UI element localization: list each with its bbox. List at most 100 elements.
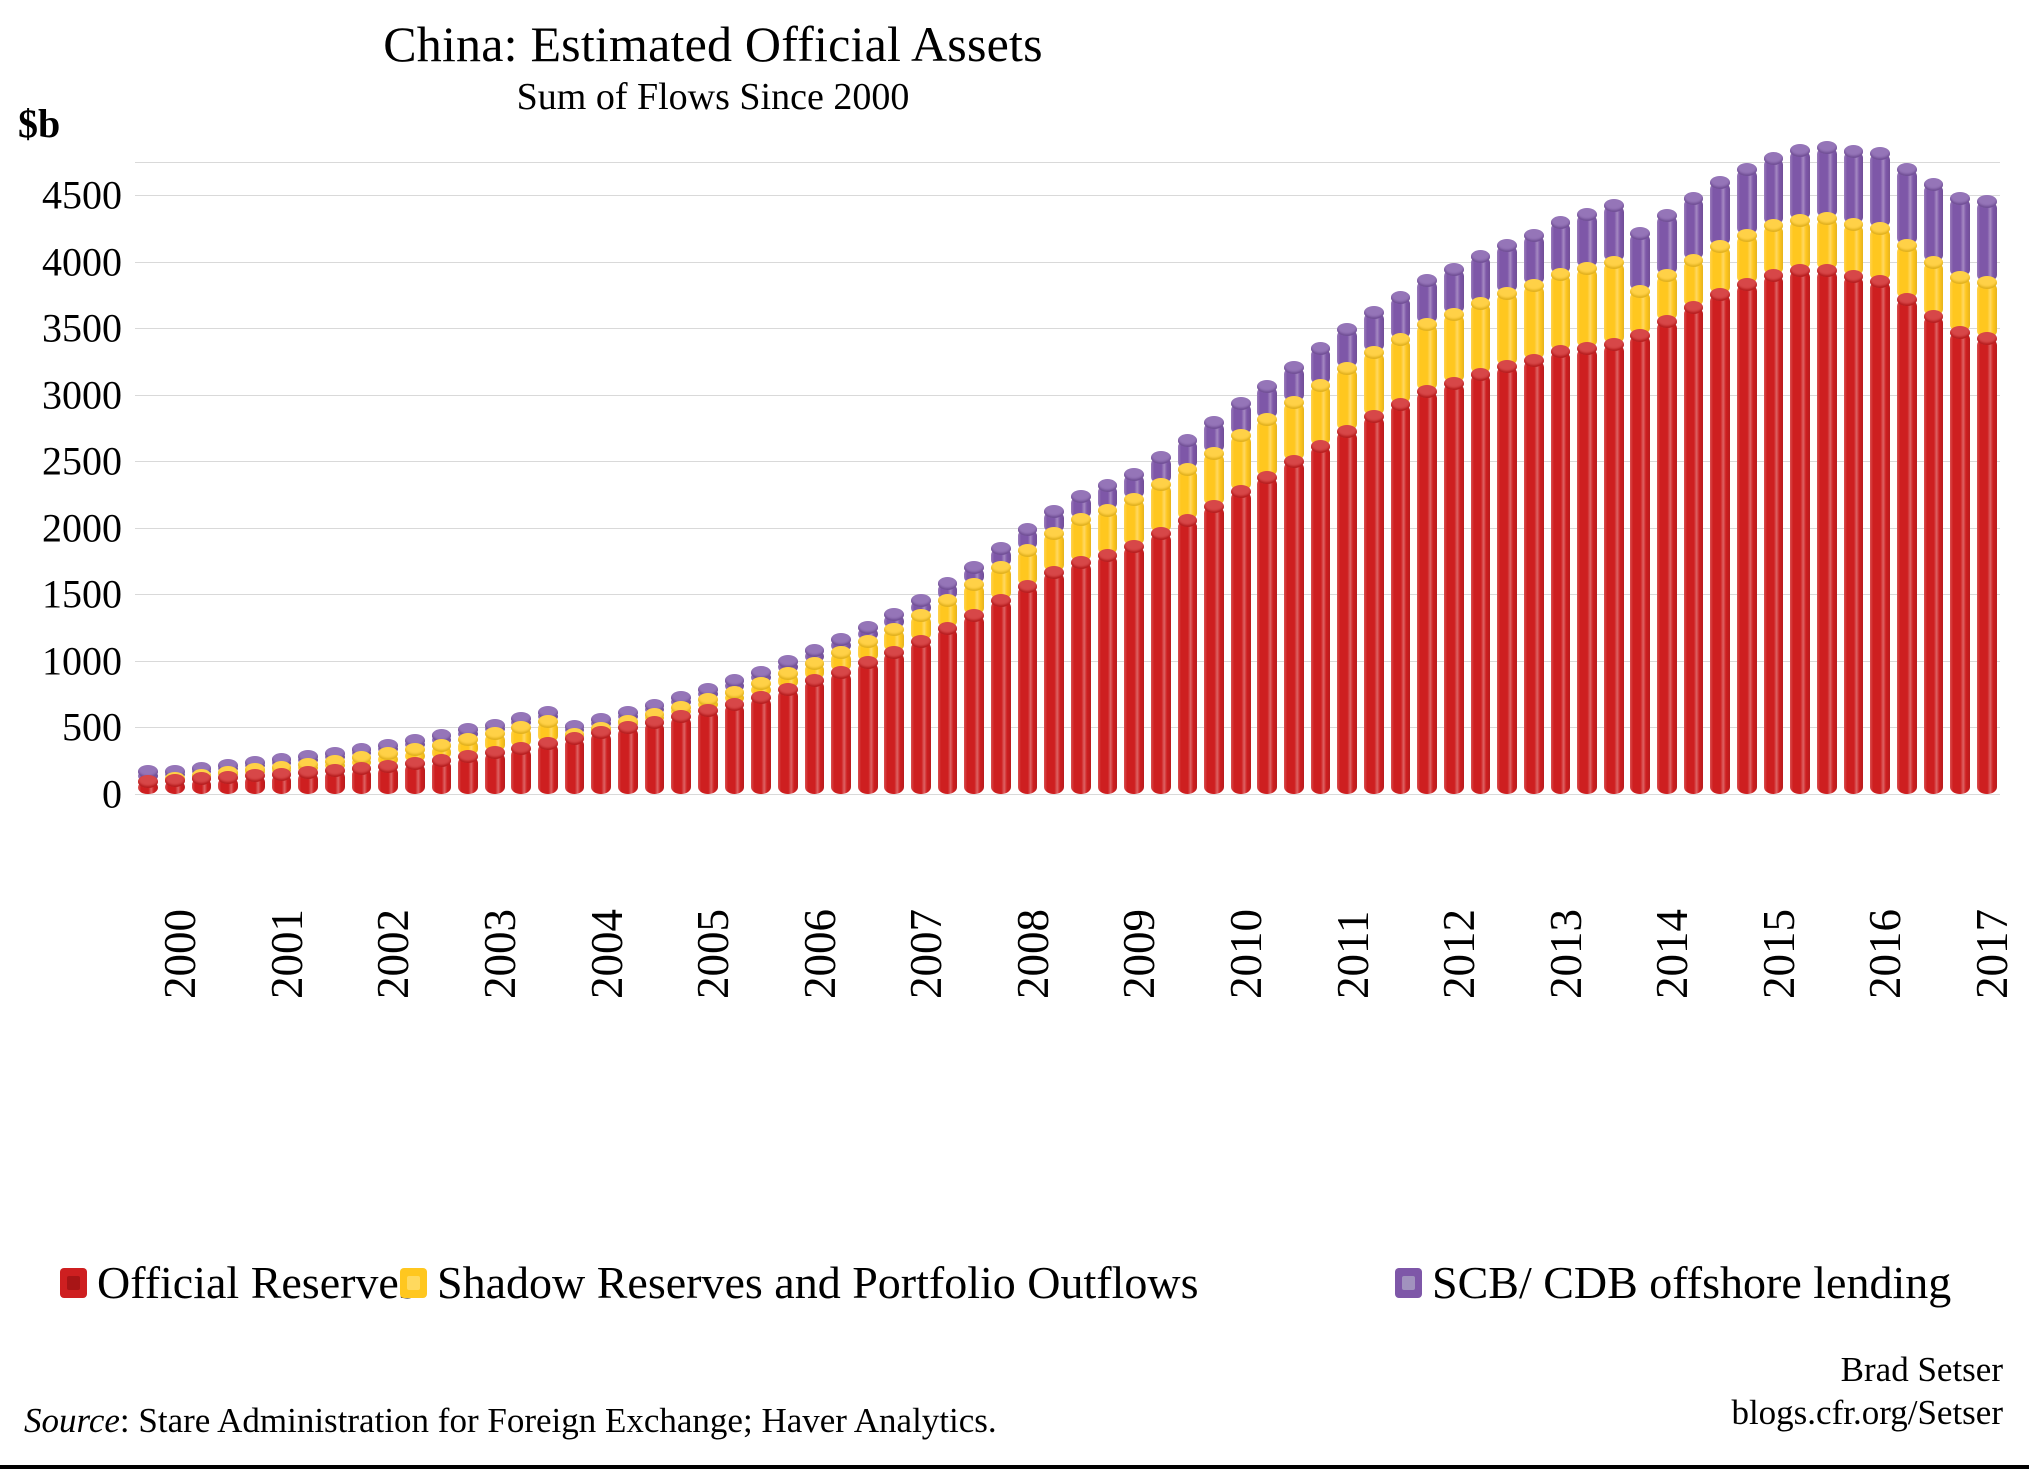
bar-segment-official-reserves <box>431 754 452 794</box>
x-tick-label: 2015 <box>1753 909 1804 999</box>
bar-segment-body <box>991 600 1011 794</box>
bar-segment-official-reserves <box>751 690 771 794</box>
bar-segment-cap <box>724 697 745 711</box>
bar-segment-cap <box>1683 191 1704 205</box>
bar-segment-official-reserves <box>1577 341 1597 794</box>
bar-column <box>1150 162 1171 794</box>
bar-segment-official-reserves <box>1710 287 1731 794</box>
gridline <box>135 261 2000 263</box>
bar-segment-shadow-reserves <box>1497 287 1517 366</box>
bar-segment-body <box>1364 352 1384 417</box>
bar-segment-cap <box>1337 424 1358 438</box>
bar-column <box>324 162 345 794</box>
bar-segment-shadow-reserves <box>1923 256 1944 317</box>
y-tick-label: 2500 <box>42 438 122 484</box>
bar-column <box>1364 162 1384 794</box>
author-name: Brad Setser <box>1840 1350 2003 1389</box>
bar-segment-cap <box>964 609 985 623</box>
bar-segment-shadow-reserves <box>937 594 958 629</box>
bar-segment-official-reserves <box>298 766 319 794</box>
bar-column <box>1976 162 1997 794</box>
bar-segment-cap <box>1896 293 1917 307</box>
bar-segment-body <box>1337 430 1358 794</box>
bar-segment-body <box>1443 382 1464 794</box>
bar-segment-cap <box>1523 279 1544 293</box>
bar-segment-scb-cdb-lending <box>1976 195 1997 283</box>
bar-segment-cap <box>1204 446 1224 460</box>
bar-segment-cap <box>591 726 612 740</box>
bar-segment-official-reserves <box>1630 328 1651 794</box>
bar-segment-cap <box>1763 151 1784 165</box>
bar-segment-cap <box>271 767 292 781</box>
bar-segment-cap <box>1417 384 1438 398</box>
bar-segment-official-reserves <box>1257 470 1278 794</box>
bar-segment-scb-cdb-lending <box>1790 144 1811 220</box>
bar-segment-shadow-reserves <box>1230 429 1251 491</box>
bar-column <box>937 162 958 794</box>
bar-segment-scb-cdb-lending <box>1763 151 1784 226</box>
gridline <box>135 527 2000 529</box>
bar-column <box>1870 147 1890 794</box>
bar-segment-shadow-reserves <box>911 609 931 641</box>
x-tick-label: 2004 <box>581 909 632 999</box>
bar-column <box>1630 162 1651 794</box>
bar-segment-body <box>1790 270 1811 794</box>
bar-segment-official-reserves <box>724 697 745 794</box>
bar-segment-official-reserves <box>1204 499 1224 794</box>
bar-segment-body <box>1657 215 1677 276</box>
bar-segment-cap <box>937 622 958 636</box>
bar-segment-cap <box>1550 215 1571 229</box>
bar-segment-body <box>1337 367 1358 431</box>
bar-column <box>1523 162 1544 794</box>
bar-segment-scb-cdb-lending <box>1923 178 1944 263</box>
bar-segment-cap <box>1603 199 1624 213</box>
bar-segment-shadow-reserves <box>1896 239 1917 300</box>
bar-column <box>1097 162 1118 794</box>
bar-segment-body <box>1737 235 1757 285</box>
bar-segment-body <box>1417 390 1438 794</box>
bar-segment-cap <box>245 769 265 783</box>
bar-segment-body <box>1257 476 1278 794</box>
bar-segment-shadow-reserves <box>991 561 1011 601</box>
bar-segment-cap <box>911 609 931 623</box>
bar-segment-body <box>1230 490 1251 794</box>
bar-segment-cap <box>1577 262 1597 276</box>
bar-column <box>1177 162 1198 794</box>
bar-segment-body <box>1177 440 1198 469</box>
bar-segment-shadow-reserves <box>1657 269 1677 321</box>
y-tick-label: 4500 <box>42 172 122 218</box>
bar-segment-body <box>831 671 851 794</box>
bar-segment-cap <box>1177 513 1198 527</box>
bar-segment-official-reserves <box>1763 269 1784 794</box>
bar-segment-official-reserves <box>1737 278 1757 794</box>
bar-segment-cap <box>1097 479 1118 493</box>
bar-column <box>165 162 185 794</box>
bar-segment-body <box>1443 313 1464 383</box>
bar-segment-cap <box>1443 263 1464 277</box>
bar-segment-body <box>1364 312 1384 353</box>
bar-segment-shadow-reserves <box>1577 262 1597 348</box>
bar-segment-cap <box>458 732 478 746</box>
bar-segment-body <box>1630 334 1651 794</box>
bar-column <box>644 162 665 794</box>
bar-series-area <box>135 141 2000 794</box>
bar-segment-official-reserves <box>1523 353 1544 794</box>
bar-segment-shadow-reserves <box>1124 493 1144 546</box>
bar-segment-body <box>1044 572 1065 794</box>
bar-segment-shadow-reserves <box>1204 446 1224 506</box>
bar-segment-body <box>1870 227 1890 282</box>
bar-segment-cap <box>511 741 532 755</box>
bar-segment-cap <box>1497 287 1517 301</box>
bar-segment-cap <box>937 594 958 608</box>
bar-segment-official-reserves <box>245 769 265 794</box>
bar-segment-shadow-reserves <box>1523 279 1544 360</box>
bar-column <box>484 162 505 794</box>
x-tick-label: 2005 <box>688 909 739 999</box>
bar-segment-cap <box>1950 191 1970 205</box>
bar-segment-cap <box>751 665 771 679</box>
bar-column <box>831 162 851 794</box>
bar-segment-official-reserves <box>991 594 1011 794</box>
bar-segment-cap <box>1976 195 1997 209</box>
bar-segment-official-reserves <box>1497 359 1517 794</box>
x-tick-label: 2008 <box>1007 909 1058 999</box>
